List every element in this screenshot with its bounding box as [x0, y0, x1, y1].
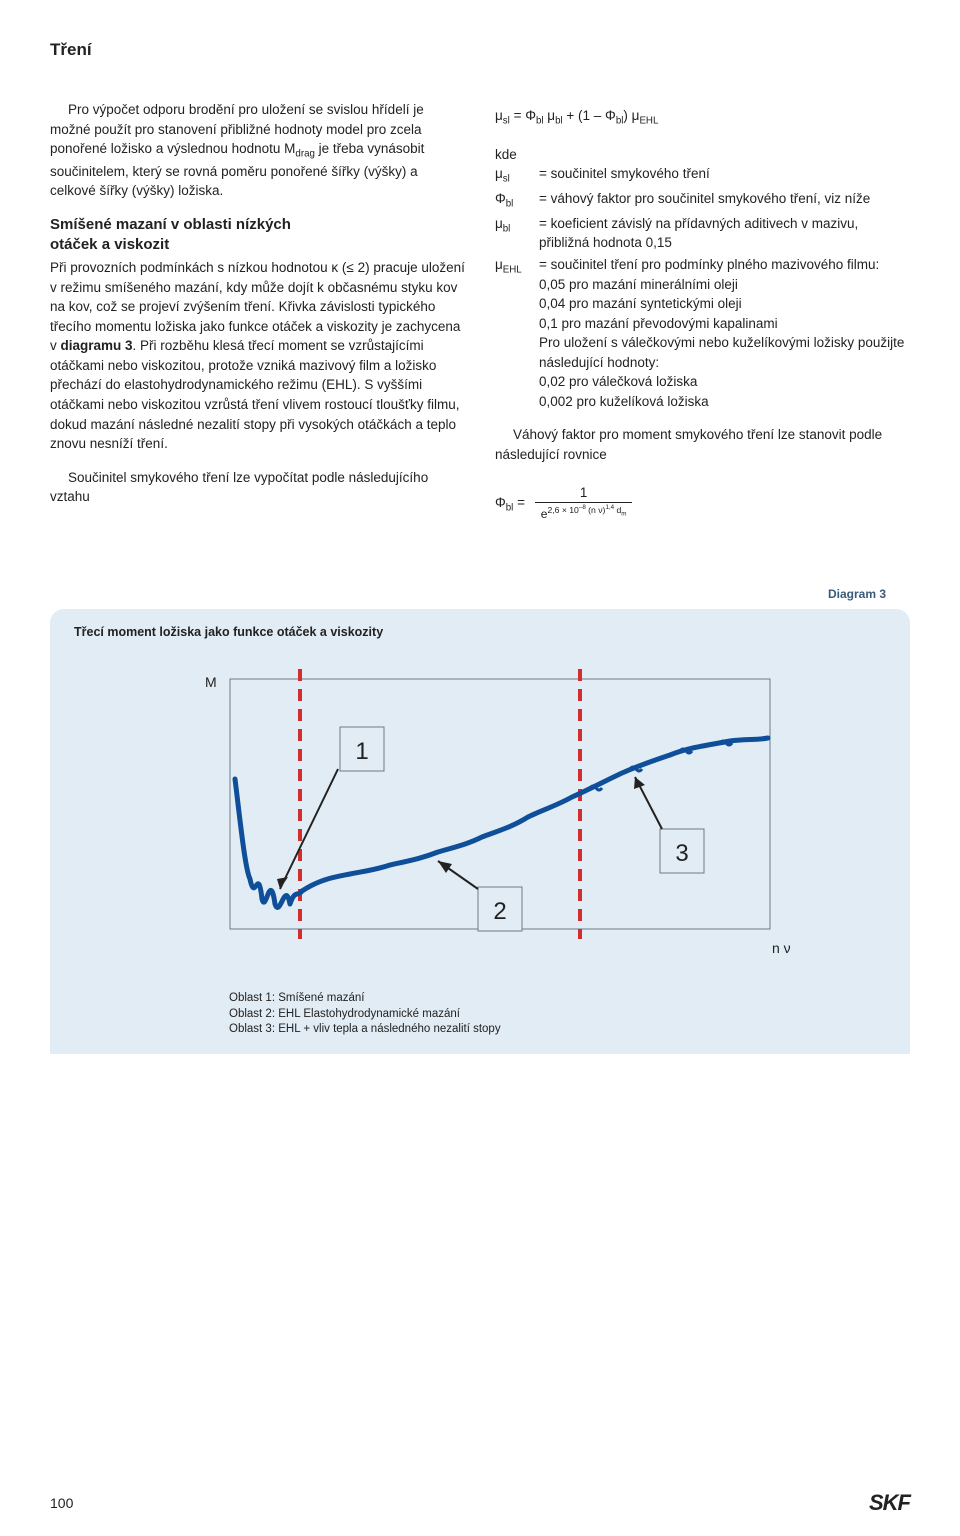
- skf-logo: SKF: [869, 1490, 910, 1516]
- page-footer: 100 SKF: [50, 1490, 910, 1516]
- sym-phibl: Φbl: [495, 189, 535, 212]
- bul1: 0,05 pro mazání minerálními oleji: [539, 277, 738, 292]
- subhead-mixed: Smíšené mazaní v oblasti nízkých otáček …: [50, 215, 465, 254]
- bul3: 0,1 pro mazání převodovými kapalinami: [539, 316, 778, 331]
- box-3: 3: [675, 840, 688, 867]
- bul2: 0,04 pro mazání syntetickými oleji: [539, 296, 742, 311]
- p1-sub: drag: [295, 149, 314, 160]
- legend-2: Oblast 2: EHL Elastohydrodynamické mazán…: [229, 1007, 886, 1023]
- p-intro: Pro výpočet odporu brodění pro uložení s…: [50, 100, 465, 201]
- def-muehl: = součinitel tření pro podmínky plného m…: [539, 255, 910, 412]
- def-musl: = součinitel smykového tření: [539, 164, 910, 187]
- p-weighting: Váhový faktor pro moment smykového tření…: [495, 425, 910, 464]
- p2-bold: diagramu 3: [61, 338, 133, 353]
- equation-2: Φbl = 1 e2,6 × 10–8 (n ν)1,4 dm: [495, 483, 910, 524]
- def-mubl: = koeficient závislý na přídavných aditi…: [539, 214, 910, 253]
- equation-1: μsl = Φbl μbl + (1 – Φbl) μEHL: [495, 106, 910, 129]
- definitions: μsl = součinitel smykového tření Φbl = v…: [495, 164, 910, 411]
- p-mixed: Při provozních podmínkách s nízkou hodno…: [50, 258, 465, 454]
- diagram-title: Třecí moment ložiska jako funkce otáček …: [74, 625, 886, 639]
- kde: kde: [495, 145, 910, 165]
- page-title: Tření: [50, 40, 910, 60]
- bul4: Pro uložení s válečkovými nebo kuželíkov…: [539, 335, 904, 370]
- diagram-number: Diagram 3: [828, 587, 886, 601]
- y-axis-label: M: [205, 674, 217, 690]
- legend-1: Oblast 1: Smíšené mazání: [229, 991, 886, 1007]
- h1a: Smíšené mazaní v oblasti nízkých: [50, 216, 291, 233]
- right-column: μsl = Φbl μbl + (1 – Φbl) μEHL kde μsl =…: [495, 100, 910, 539]
- page-number: 100: [50, 1495, 73, 1511]
- x-axis-label: n ν: [772, 940, 791, 956]
- p2-c: . Při rozběhu klesá třecí moment se vzrů…: [50, 338, 459, 451]
- def-phibl: = váhový faktor pro součinitel smykového…: [539, 189, 910, 212]
- chart-svg: M n ν 1 2 3: [160, 669, 800, 969]
- diagram-legend: Oblast 1: Smíšené mazání Oblast 2: EHL E…: [229, 991, 886, 1038]
- bul6: 0,002 pro kuželíková ložiska: [539, 394, 709, 409]
- d4a: = součinitel tření pro podmínky plného m…: [539, 257, 879, 272]
- p-coef: Součinitel smykového tření lze vypočítat…: [50, 468, 465, 507]
- sym-muehl: μEHL: [495, 255, 535, 412]
- left-column: Pro výpočet odporu brodění pro uložení s…: [50, 100, 465, 539]
- legend-3: Oblast 3: EHL + vliv tepla a následného …: [229, 1022, 886, 1038]
- bul5: 0,02 pro válečková ložiska: [539, 374, 697, 389]
- box-2: 2: [493, 898, 506, 925]
- box-1: 1: [355, 738, 368, 765]
- h1b: otáček a viskozit: [50, 236, 169, 253]
- sym-musl: μsl: [495, 164, 535, 187]
- diagram-3: Diagram 3 Třecí moment ložiska jako funk…: [50, 609, 910, 1054]
- sym-mubl: μbl: [495, 214, 535, 253]
